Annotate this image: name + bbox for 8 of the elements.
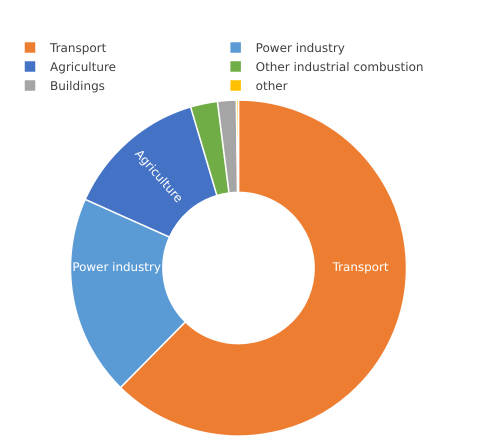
legend-label: Buildings (50, 79, 105, 94)
legend-label: Other industrial combustion (256, 60, 424, 74)
legend-label: Agriculture (50, 60, 116, 74)
legend-label: Transport (49, 41, 107, 56)
slice-label: Power industry (72, 260, 161, 274)
legend-label: other (256, 79, 288, 94)
legend-label: Power industry (256, 41, 345, 56)
slice-label: Transport (332, 260, 389, 274)
